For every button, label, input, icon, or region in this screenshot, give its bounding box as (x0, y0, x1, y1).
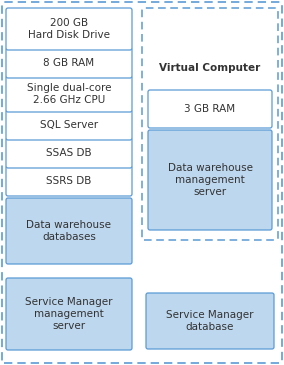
FancyBboxPatch shape (6, 278, 132, 350)
FancyBboxPatch shape (148, 90, 272, 128)
Text: Service Manager
database: Service Manager database (166, 310, 254, 332)
Text: 3 GB RAM: 3 GB RAM (184, 104, 235, 114)
Text: SSAS DB: SSAS DB (46, 148, 92, 158)
FancyBboxPatch shape (6, 48, 132, 78)
FancyBboxPatch shape (148, 130, 272, 230)
Text: Service Manager
management
server: Service Manager management server (25, 297, 113, 331)
FancyBboxPatch shape (6, 110, 132, 140)
Text: SSRS DB: SSRS DB (46, 176, 92, 186)
Text: Single dual-core
2.66 GHz CPU: Single dual-core 2.66 GHz CPU (27, 83, 111, 105)
FancyBboxPatch shape (146, 293, 274, 349)
Text: 8 GB RAM: 8 GB RAM (43, 58, 95, 68)
FancyBboxPatch shape (6, 166, 132, 196)
FancyBboxPatch shape (6, 198, 132, 264)
FancyBboxPatch shape (6, 8, 132, 50)
Text: Data warehouse
management
server: Data warehouse management server (168, 164, 252, 197)
Text: Virtual Computer: Virtual Computer (159, 63, 261, 73)
FancyBboxPatch shape (6, 76, 132, 112)
FancyBboxPatch shape (6, 138, 132, 168)
Text: Data warehouse
databases: Data warehouse databases (26, 220, 112, 242)
Text: 200 GB
Hard Disk Drive: 200 GB Hard Disk Drive (28, 18, 110, 40)
Text: SQL Server: SQL Server (40, 120, 98, 130)
